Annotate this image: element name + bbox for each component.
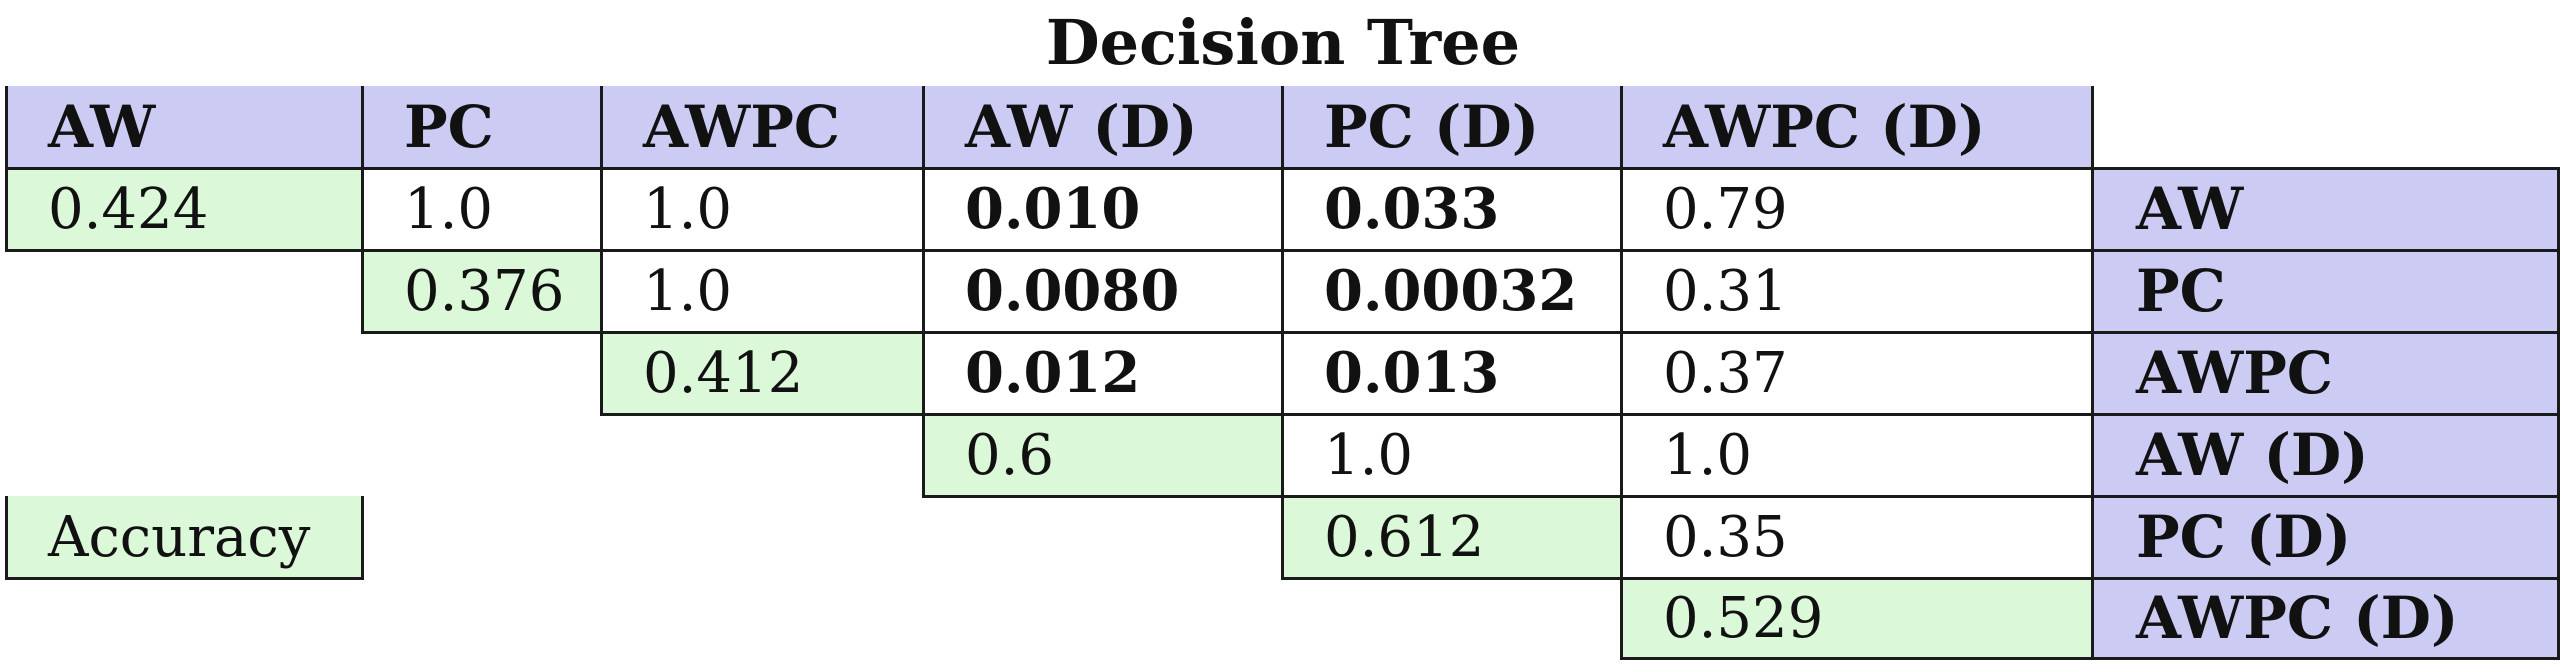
cell-column-rule	[922, 332, 925, 416]
diagonal-left-rule	[600, 332, 603, 416]
header-column-rule	[922, 86, 925, 170]
row-header-aw-d: AW (D)	[2092, 414, 2558, 496]
accuracy-cell-aw-d: 0.6	[923, 414, 1282, 496]
row-bottom-rule	[601, 413, 2560, 416]
cell-column-rule	[2091, 332, 2094, 416]
cell-column-rule	[1620, 496, 1623, 580]
accuracy-legend-left-rule	[5, 496, 8, 580]
table-title: Decision Tree	[1045, 6, 1521, 79]
p-value-cell: 1.0	[643, 258, 733, 324]
column-header-pc-d: PC (D)	[1282, 86, 1621, 168]
accuracy-legend: Accuracy	[6, 496, 362, 578]
p-value-cell: 0.35	[1663, 504, 1788, 570]
diagonal-left-rule	[1281, 496, 1284, 580]
diagonal-left-rule	[922, 414, 925, 498]
cell-column-rule	[2091, 578, 2094, 660]
cell-column-rule	[2091, 414, 2094, 498]
row-label-top-rule	[2092, 167, 2560, 170]
p-value-cell: 0.00032	[1324, 258, 1578, 324]
row-header-awpc-d: AWPC (D)	[2092, 578, 2558, 658]
row-header-awpc: AWPC	[2092, 332, 2558, 414]
cell-column-rule	[1281, 332, 1284, 416]
accuracy-cell-pc-d: 0.612	[1282, 496, 1621, 578]
accuracy-legend-bottom-rule	[6, 577, 364, 580]
p-value-cell: 1.0	[1324, 422, 1414, 488]
p-value-cell: 0.37	[1663, 340, 1788, 406]
accuracy-cell-pc: 0.376	[362, 250, 601, 332]
cell-column-rule	[1281, 414, 1284, 498]
cell-column-rule	[2091, 496, 2094, 580]
header-column-rule	[600, 86, 603, 170]
p-value-cell: 0.010	[965, 176, 1141, 242]
table-left-rule	[5, 86, 8, 252]
header-column-rule	[361, 86, 364, 170]
p-value-cell: 0.0080	[965, 258, 1180, 324]
p-value-cell: 0.013	[1324, 340, 1500, 406]
column-header-aw: AW	[6, 86, 362, 168]
accuracy-cell-aw: 0.424	[6, 168, 362, 250]
cell-column-rule	[2091, 250, 2094, 334]
column-header-awpc-d: AWPC (D)	[1621, 86, 2092, 168]
table-right-rule	[2557, 168, 2560, 660]
cell-column-rule	[1620, 414, 1623, 498]
p-value-cell: 0.79	[1663, 176, 1788, 242]
cell-column-rule	[922, 168, 925, 252]
column-header-awpc: AWPC	[601, 86, 923, 168]
header-column-rule	[1281, 86, 1284, 170]
cell-column-rule	[600, 168, 603, 252]
row-header-aw: AW	[2092, 168, 2558, 250]
row-header-pc: PC	[2092, 250, 2558, 332]
cell-column-rule	[1620, 332, 1623, 416]
row-header-pc-d: PC (D)	[2092, 496, 2558, 578]
row-bottom-rule	[1621, 657, 2560, 660]
column-header-pc: PC	[362, 86, 601, 168]
p-value-cell: 1.0	[404, 176, 494, 242]
header-column-rule	[2091, 86, 2094, 170]
accuracy-cell-awpc-d: 0.529	[1621, 578, 2092, 658]
p-value-cell: 0.31	[1663, 258, 1788, 324]
row-bottom-rule	[362, 331, 2560, 334]
p-value-cell: 1.0	[643, 176, 733, 242]
cell-column-rule	[1620, 250, 1623, 334]
cell-column-rule	[1620, 168, 1623, 252]
accuracy-cell-awpc: 0.412	[601, 332, 923, 414]
column-header-aw-d: AW (D)	[923, 86, 1282, 168]
accuracy-legend-right-rule	[361, 496, 364, 580]
cell-column-rule	[600, 250, 603, 334]
header-column-rule	[1620, 86, 1623, 170]
cell-column-rule	[1281, 250, 1284, 334]
cell-column-rule	[1281, 168, 1284, 252]
cell-column-rule	[922, 250, 925, 334]
cell-column-rule	[361, 168, 364, 252]
row-bottom-rule	[1282, 577, 2560, 580]
row-bottom-rule	[923, 495, 2560, 498]
p-value-cell: 0.033	[1324, 176, 1500, 242]
p-value-cell: 1.0	[1663, 422, 1753, 488]
diagonal-left-rule	[361, 250, 364, 334]
diagonal-left-rule	[1620, 578, 1623, 660]
p-value-cell: 0.012	[965, 340, 1141, 406]
cell-column-rule	[2091, 168, 2094, 252]
